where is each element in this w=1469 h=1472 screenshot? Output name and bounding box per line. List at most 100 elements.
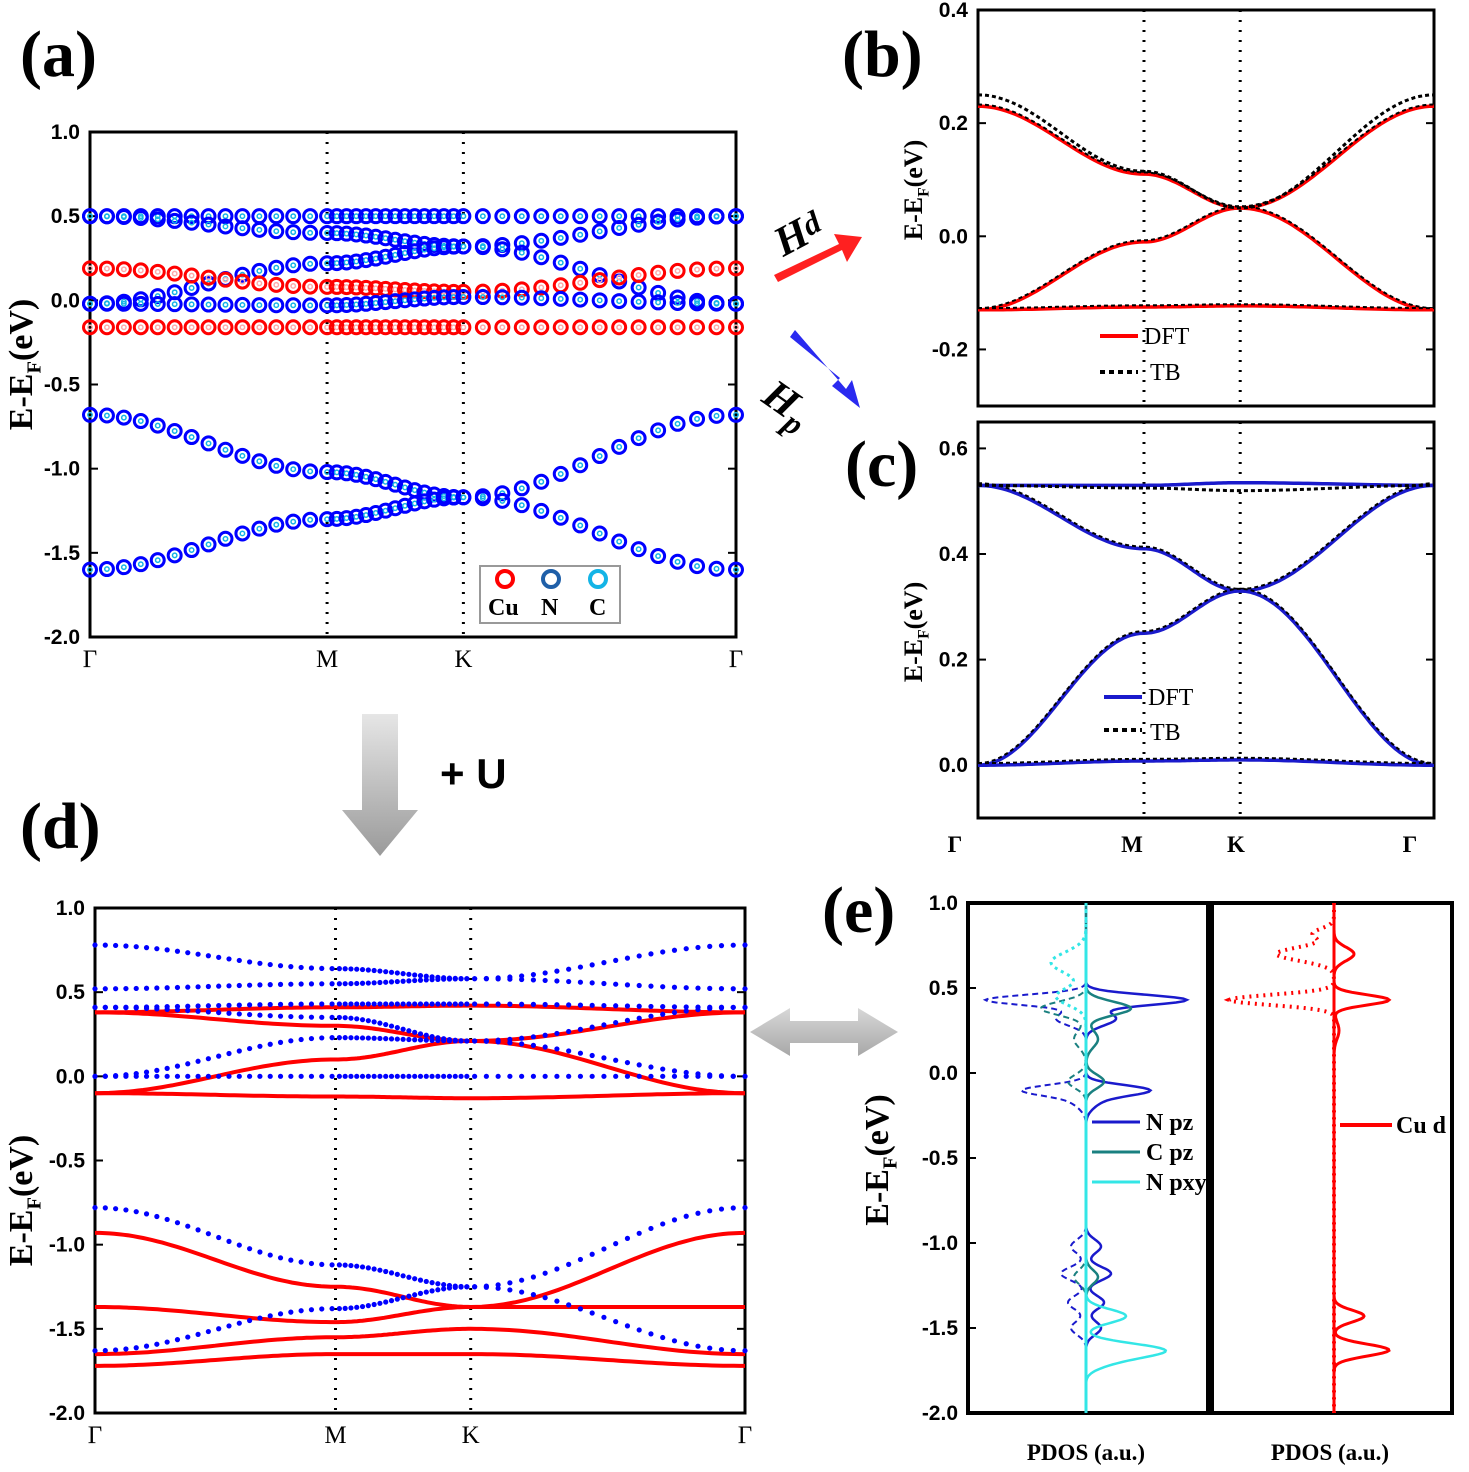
band-dot-blue [446, 1285, 453, 1291]
band-marker [251, 221, 268, 238]
band-dot-blue [406, 1274, 412, 1280]
band-marker [533, 502, 550, 519]
band-marker [669, 289, 686, 306]
band-marker [234, 447, 251, 464]
band-marker [630, 293, 647, 310]
band-marker-inner [290, 213, 297, 220]
band-marker-inner [655, 218, 662, 225]
band-dot-blue [226, 1323, 232, 1329]
band-marker [474, 490, 491, 507]
band-dot-blue [359, 1073, 366, 1079]
band-dot-blue [530, 971, 536, 978]
band-dot-blue [267, 982, 273, 988]
band-dot-blue [236, 1048, 242, 1054]
legend-c-label: C [589, 595, 606, 621]
legend-e-npz: N pz [1146, 1110, 1194, 1136]
band-dot-blue [554, 1030, 560, 1037]
band-marker-inner [103, 324, 110, 331]
band-marker-inner [635, 272, 642, 278]
band-marker [358, 279, 375, 296]
band-marker-inner [103, 412, 110, 419]
band-marker-inner [343, 230, 350, 237]
panel-letter-b: (b) [842, 18, 923, 91]
band-dot-blue [394, 1001, 400, 1007]
band-dot-blue [577, 1256, 584, 1263]
band-dot-blue [577, 979, 584, 985]
band-dot-blue [185, 950, 191, 956]
band-marker-inner [450, 324, 457, 331]
band-dot-blue [683, 1069, 689, 1076]
band-marker-inner [382, 324, 389, 331]
band-marker [435, 289, 452, 306]
band-dot-blue [359, 1264, 366, 1270]
k-point-label: Γ [729, 646, 743, 673]
band-marker [98, 319, 115, 336]
band-dot-blue [267, 1041, 273, 1047]
band-marker [217, 441, 234, 458]
band-dot-blue [236, 1002, 242, 1008]
band-dot-blue [589, 1251, 595, 1257]
band-dot-blue [683, 1213, 689, 1219]
band-dot-blue [648, 1064, 654, 1070]
band-dot-blue [388, 1036, 395, 1042]
band-marker-inner [154, 324, 161, 331]
band-marker-inner [256, 226, 263, 233]
band-marker [445, 489, 462, 506]
band-dot-blue [412, 972, 418, 978]
band-dot-blue [92, 942, 98, 948]
band-dot-blue [636, 953, 642, 959]
band-dot-blue [383, 1299, 389, 1305]
band-dot-blue [566, 1261, 572, 1267]
band-dot-blue [336, 1001, 342, 1007]
band-marker [200, 536, 217, 553]
chart-e: 1.0 0.5 0.0 -0.5 -1.0 -1.5 -2.0 E-EF(eV) PDOS (a… [859, 892, 1454, 1465]
band-marker [115, 295, 132, 312]
band-dot-blue [730, 1073, 736, 1079]
band-marker-inner [333, 230, 340, 237]
band-dot-blue [102, 1205, 108, 1211]
band-marker [387, 500, 404, 517]
band-marker [367, 228, 384, 245]
band-marker [513, 244, 530, 261]
band-dot-blue [236, 1320, 242, 1326]
band-marker [132, 319, 149, 336]
band-marker [234, 525, 251, 542]
band-marker [319, 464, 336, 481]
band-marker-inner [333, 515, 340, 522]
band-marker [328, 510, 345, 527]
band-marker [251, 275, 268, 292]
band-dot-blue [298, 1259, 304, 1265]
band-marker [251, 520, 268, 537]
band-dot-blue [660, 1004, 666, 1010]
band-marker [149, 552, 166, 569]
band-dot-blue [683, 1004, 689, 1010]
y-tick-label: 0.0 [56, 1065, 85, 1088]
band-marker [533, 279, 550, 296]
band-dot-blue [113, 1206, 119, 1212]
band-marker [494, 282, 511, 299]
band-dot-blue [359, 1001, 366, 1007]
band-marker-inner [392, 213, 399, 220]
band-marker-inner [518, 240, 525, 247]
band-marker-inner [538, 254, 545, 261]
band-marker [200, 296, 217, 313]
band-marker-inner [171, 552, 178, 559]
band-marker-inner [733, 566, 739, 573]
band-dot-blue [216, 1326, 222, 1332]
band-dot-blue [394, 978, 400, 985]
band-dot-blue [718, 986, 725, 992]
band-dot-blue [507, 1073, 513, 1079]
band-dot-blue [452, 1073, 458, 1079]
pdos-frame-right [1210, 901, 1454, 1415]
band-marker-inner [239, 452, 246, 459]
band-marker [200, 275, 217, 292]
band-dot-blue [216, 1002, 222, 1009]
band-dot-blue [154, 1073, 160, 1079]
band-marker [115, 261, 132, 278]
band-dot-blue [185, 1061, 191, 1067]
band-marker [149, 296, 166, 313]
band-dot-blue [577, 1073, 584, 1079]
band-dot-blue [174, 1220, 181, 1226]
band-dot-blue [185, 1003, 191, 1009]
dft-band-line [978, 304, 1434, 312]
